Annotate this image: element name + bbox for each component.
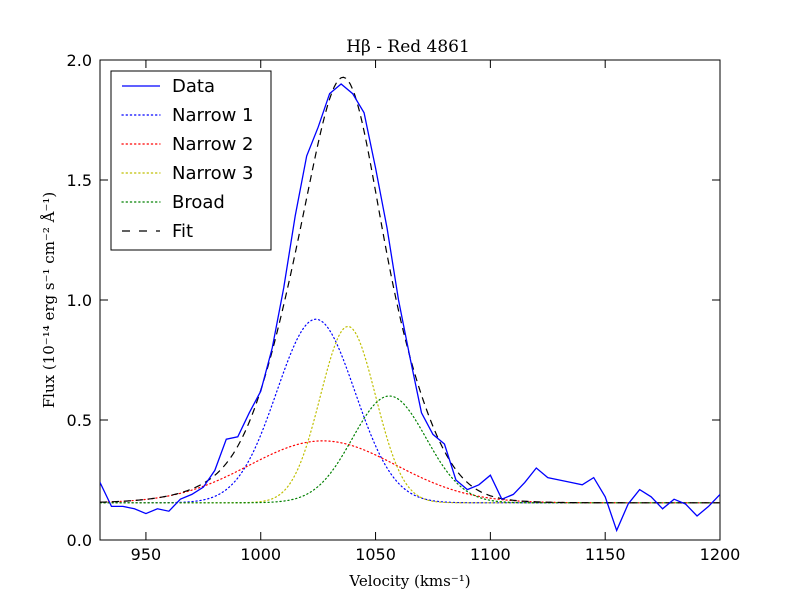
x-tick-label: 1200 — [700, 545, 741, 564]
legend-label-fit: Fit — [172, 221, 193, 242]
y-tick-label: 2.0 — [67, 51, 92, 70]
x-tick-label: 1000 — [240, 545, 281, 564]
y-axis-label: Flux (10⁻¹⁴ erg s⁻¹ cm⁻² Å⁻¹) — [40, 192, 58, 409]
series-line-broad — [100, 395, 720, 504]
y-tick-label: 1.0 — [67, 291, 92, 310]
axis-ticks — [100, 59, 721, 541]
legend-box — [110, 70, 272, 251]
y-tick-label: 1.5 — [67, 171, 92, 190]
y-tick-label: 0.0 — [67, 531, 92, 550]
legend-label-narrow-1: Narrow 1 — [172, 105, 254, 126]
chart-title-text: Hβ - Red 4861 — [346, 37, 470, 57]
chart-title: Hβ - Red 4861 — [346, 37, 470, 57]
x-tick-label: 950 — [131, 545, 162, 564]
y-tick-label: 0.5 — [67, 411, 92, 430]
series-layer — [100, 76, 720, 533]
x-axis-label: Velocity (kms⁻¹) — [348, 572, 470, 590]
x-tick-label: 1050 — [355, 545, 396, 564]
series-line-data — [100, 83, 720, 533]
legend-label-data: Data — [172, 76, 215, 97]
series-line-narrow-3 — [100, 325, 720, 504]
axis-tick-labels: 950 1000 1050 1100 1150 1200 0.0 0.5 1.0 1.5 2.0 — [67, 51, 741, 564]
legend-label-broad: Broad — [172, 192, 225, 213]
legend-label-narrow-2: Narrow 2 — [172, 134, 254, 155]
legend-label-narrow-3: Narrow 3 — [172, 163, 254, 184]
x-tick-label: 1150 — [585, 545, 626, 564]
legend: Data Narrow 1 Narrow 2 Narrow 3 Broad Fit — [110, 70, 272, 251]
x-tick-label: 1100 — [470, 545, 511, 564]
